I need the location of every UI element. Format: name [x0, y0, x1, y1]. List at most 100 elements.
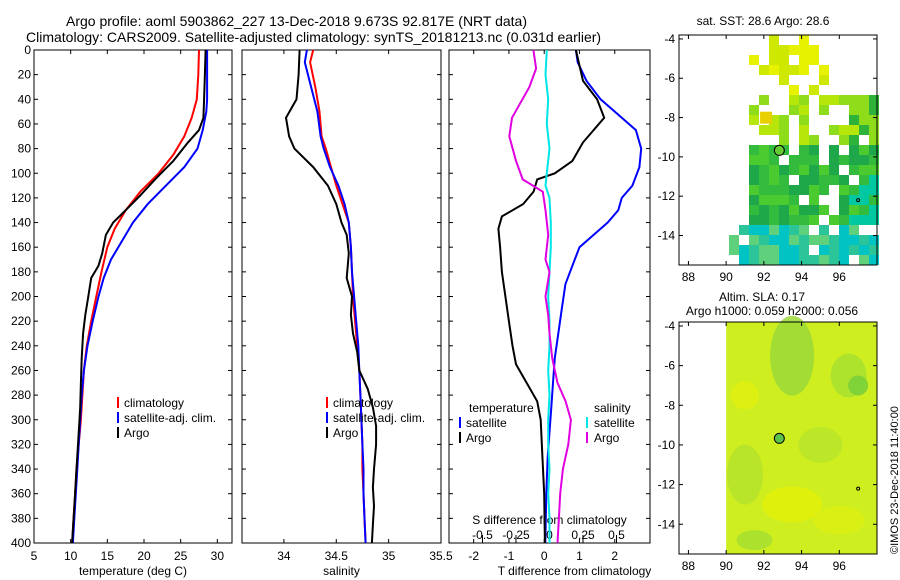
sst-map-cell	[859, 215, 869, 225]
sst-map-cell	[859, 165, 869, 175]
sst-map-ytick-label: -4	[664, 32, 675, 46]
sst-map-cell	[799, 125, 809, 135]
sst-map-cell	[759, 145, 769, 155]
sst-map-cell	[789, 205, 799, 215]
temperature-ytick-label: 100	[11, 166, 31, 180]
sst-map-cell	[769, 115, 779, 125]
sst-map-cell	[859, 175, 869, 185]
sst-map-cell	[859, 115, 869, 125]
sst-map-cell	[749, 225, 759, 235]
sst-map-cell	[779, 45, 789, 55]
sst-map-cell	[749, 105, 759, 115]
sst-map-cell	[799, 135, 809, 145]
sst-map-cell	[759, 245, 769, 255]
sst-map-cell	[769, 35, 779, 45]
sst-map-cell	[859, 125, 869, 135]
sla-map-small-marker	[856, 486, 861, 491]
salinity-legend-label: satellite-adj. clim.	[333, 411, 425, 425]
sst-map-cell	[749, 175, 759, 185]
salinity-xtick-label: 34.5	[325, 549, 349, 563]
sst-map-cell	[769, 205, 779, 215]
temperature-legend-label: climatology	[124, 396, 184, 410]
temperature-xtick-label: 10	[64, 549, 78, 563]
temperature-xtick-label: 30	[211, 549, 225, 563]
sst-map-cell	[869, 185, 879, 195]
sst-map-ytick-label: -12	[658, 189, 676, 203]
sst-map-cell	[799, 145, 809, 155]
sla-map-ytick-label: -12	[658, 478, 676, 492]
temperature-ytick-label: 20	[18, 68, 32, 82]
sst-map-cell	[749, 145, 759, 155]
sst-map-title: sat. SST: 28.6 Argo: 28.6	[697, 14, 830, 28]
sst-map-cell	[799, 175, 809, 185]
sla-map-cell	[762, 486, 823, 523]
salinity-xtick-label: 35.5	[429, 549, 453, 563]
sst-map-cell	[859, 95, 869, 105]
sst-map-cell	[849, 135, 859, 145]
sla-map-xtick-label: 94	[795, 559, 809, 573]
sst-map-cell	[799, 235, 809, 245]
sst-map-cell	[799, 215, 809, 225]
sst-map-cell	[749, 185, 759, 195]
sst-map-cell	[859, 255, 869, 265]
sst-map-cell	[829, 155, 839, 165]
sst-map-cell	[769, 185, 779, 195]
sst-map-cell	[819, 185, 829, 195]
salinity-series-satellite-adj-clim-	[303, 49, 367, 544]
sst-map-cell	[849, 195, 859, 205]
sst-map-cell	[760, 111, 773, 124]
sst-map-cell	[859, 195, 869, 205]
sst-map-cell	[799, 105, 809, 115]
sst-map-cell	[779, 225, 789, 235]
sst-map-cell	[869, 255, 879, 265]
sst-map-cell	[779, 205, 789, 215]
sst-map-ytick-label: -6	[664, 71, 675, 85]
sst-map-cell	[809, 185, 819, 195]
sst-map-cell	[769, 155, 779, 165]
temperature-ytick-label: 260	[11, 363, 31, 377]
differences-legend-s-label: satellite	[594, 416, 635, 430]
sla-map-xtick-label: 88	[682, 559, 696, 573]
sst-map-cell	[749, 235, 759, 245]
temperature-frame	[33, 49, 233, 544]
temperature-ytick-label: 220	[11, 314, 31, 328]
sst-map-cell	[739, 245, 749, 255]
sst-map-cell	[799, 155, 809, 165]
sst-map-cell	[809, 135, 819, 145]
sst-map-xtick-label: 90	[719, 270, 733, 284]
sst-map-cell	[839, 255, 849, 265]
sst-map-cell	[759, 175, 769, 185]
salinity-xtick-label: 34	[277, 549, 291, 563]
differences-series-s-satellite	[544, 49, 552, 543]
sst-map-cell	[739, 255, 749, 265]
sst-map-cell	[819, 235, 829, 245]
sst-map-cell	[829, 235, 839, 245]
sst-map-cell	[769, 45, 779, 55]
sst-map-frame	[678, 34, 878, 266]
sla-map-ytick-label: -14	[658, 517, 676, 531]
sla-map-argo-marker	[773, 432, 785, 444]
temperature-ytick-label: 0	[24, 43, 31, 57]
sst-map-ytick-label: -8	[664, 111, 675, 125]
sst-map-cell	[769, 255, 779, 265]
sst-map-cell	[769, 225, 779, 235]
sst-map-cell	[869, 165, 879, 175]
sst-map-cell	[769, 235, 779, 245]
sst-map-cell	[759, 165, 769, 175]
temperature-ytick-label: 400	[11, 536, 31, 550]
sst-map-cell	[769, 165, 779, 175]
sst-map-cell	[789, 215, 799, 225]
sst-map-cell	[829, 125, 839, 135]
temperature-ytick-label: 380	[11, 511, 31, 525]
sst-map-cell	[849, 225, 859, 235]
sst-map-cell	[779, 255, 789, 265]
sst-map-cell	[849, 145, 859, 155]
sst-map-cell	[849, 235, 859, 245]
sst-map-cell	[789, 105, 799, 115]
sst-map-cell	[759, 225, 769, 235]
salinity-series-argo	[284, 49, 378, 544]
sla-map-subtitle: Argo h1000: 0.059 h2000: 0.056	[686, 304, 858, 318]
temperature-ytick-label: 340	[11, 462, 31, 476]
sst-map-cell	[769, 175, 779, 185]
sst-map-cell	[869, 155, 879, 165]
